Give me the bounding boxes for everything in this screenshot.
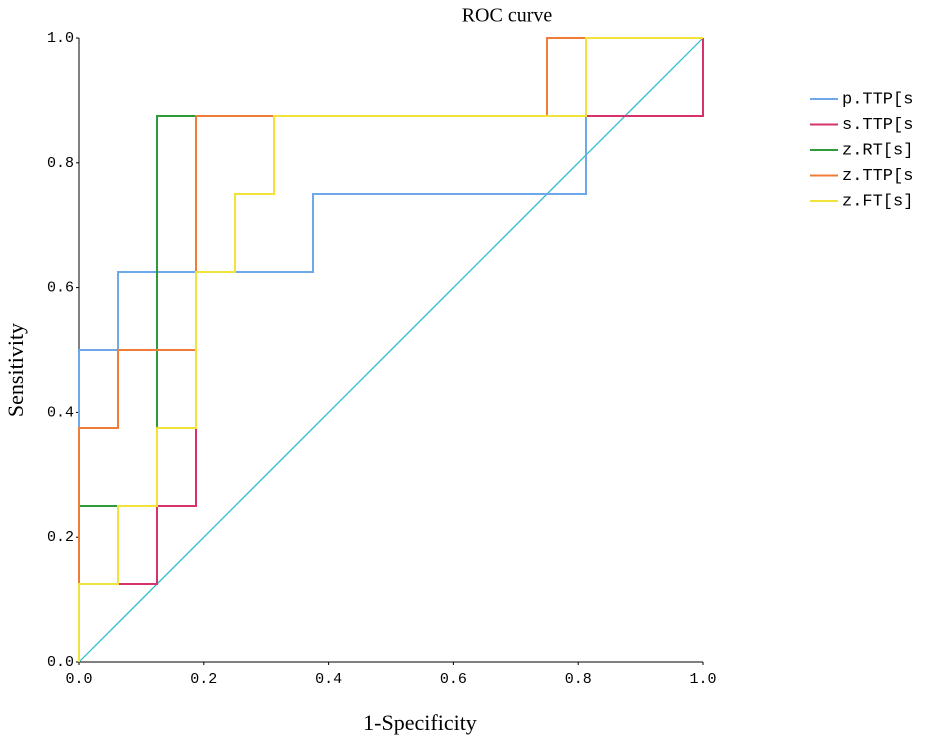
x-axis-label: 1-Specificity	[363, 710, 477, 735]
y-axis-label: Sensitivity	[3, 323, 28, 417]
y-tick-label: 0.0	[47, 654, 74, 671]
x-tick-label: 0.6	[440, 671, 467, 688]
legend-label: z.TTP[s	[842, 167, 913, 186]
x-tick-label: 1.0	[689, 671, 716, 688]
y-tick-label: 0.8	[47, 155, 74, 172]
legend-label: z.FT[s]	[842, 192, 913, 211]
reference-line	[78, 37, 704, 663]
x-tick-label: 0.8	[565, 671, 592, 688]
roc-line	[78, 37, 703, 662]
legend-label: p.TTP[s	[842, 90, 913, 109]
legend-label: z.RT[s]	[842, 141, 913, 160]
y-tick-label: 1.0	[47, 30, 74, 47]
x-tick-label: 0.2	[190, 671, 217, 688]
y-tick-label: 0.2	[47, 529, 74, 546]
legend-label: s.TTP[s	[842, 116, 913, 135]
x-tick-label: 0.4	[315, 671, 342, 688]
x-tick-label: 0.0	[65, 671, 92, 688]
y-tick-label: 0.4	[47, 404, 74, 421]
chart-title: ROC curve	[462, 5, 553, 27]
y-tick-label: 0.6	[47, 280, 74, 297]
